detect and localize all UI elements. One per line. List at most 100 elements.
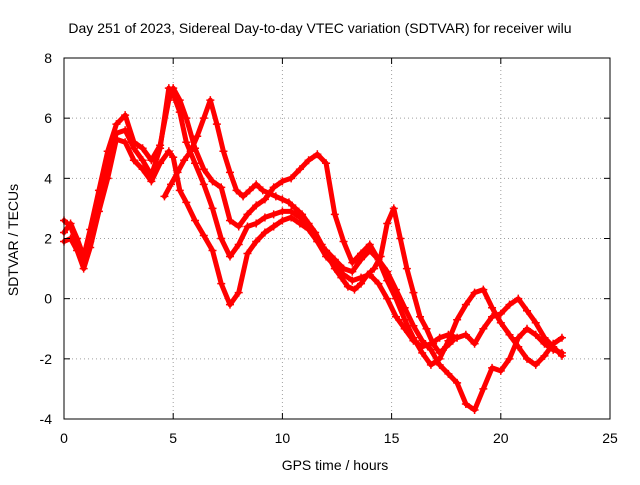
x-tick-label: 15	[384, 430, 400, 446]
data-point	[461, 300, 470, 309]
data-point	[479, 384, 488, 393]
data-point	[160, 192, 169, 201]
data-point	[208, 177, 217, 186]
data-point	[138, 156, 147, 165]
data-point	[278, 177, 287, 186]
data-point	[348, 258, 357, 267]
data-point	[337, 273, 346, 282]
series-line	[61, 85, 565, 413]
data-point	[129, 156, 138, 165]
data-point	[169, 84, 178, 93]
data-point	[271, 192, 280, 201]
data-point	[175, 96, 184, 105]
data-point	[164, 147, 173, 156]
data-point	[269, 222, 278, 231]
x-tick-label: 20	[493, 430, 509, 446]
data-point	[317, 240, 326, 249]
data-point	[549, 339, 558, 348]
data-point	[453, 333, 462, 342]
x-tick-label: 0	[60, 430, 68, 446]
series-1	[60, 135, 566, 360]
data-point	[86, 225, 95, 234]
data-point	[470, 288, 479, 297]
data-point	[121, 111, 130, 120]
y-tick-label: 8	[44, 50, 52, 66]
data-point	[418, 348, 427, 357]
tick-labels: 0 5 10 15 20 25 -4 -2 0 2 4 6 8	[40, 50, 618, 446]
data-point	[363, 270, 372, 279]
ticks	[63, 57, 611, 420]
data-point	[219, 147, 228, 156]
data-point	[234, 288, 243, 297]
data-point	[225, 252, 234, 261]
data-point	[330, 264, 339, 273]
data-point	[287, 174, 296, 183]
data-point	[206, 96, 215, 105]
data-point	[175, 186, 184, 195]
data-point	[422, 324, 431, 333]
data-point	[505, 330, 514, 339]
data-point	[169, 153, 178, 162]
data-point	[514, 294, 523, 303]
data-point	[193, 132, 202, 141]
y-axis-label: SDTVAR / TECUs	[5, 184, 21, 296]
data-point	[121, 138, 130, 147]
data-point	[265, 189, 274, 198]
data-point	[339, 237, 348, 246]
data-point	[182, 114, 191, 123]
x-tick-label: 25	[602, 430, 618, 446]
series-layer	[60, 84, 566, 414]
data-point	[234, 222, 243, 231]
data-point	[409, 333, 418, 342]
data-point	[199, 180, 208, 189]
series-line	[61, 136, 565, 359]
data-point	[260, 195, 269, 204]
data-point	[252, 180, 261, 189]
data-point	[225, 300, 234, 309]
x-tick-label: 10	[275, 430, 291, 446]
data-point	[173, 168, 182, 177]
data-point	[415, 312, 424, 321]
data-point	[295, 165, 304, 174]
data-point	[252, 237, 261, 246]
data-point	[217, 234, 226, 243]
data-point	[426, 360, 435, 369]
data-point	[180, 156, 189, 165]
data-point	[260, 228, 269, 237]
data-point	[234, 240, 243, 249]
data-point	[496, 318, 505, 327]
data-point	[287, 207, 296, 216]
data-point	[505, 300, 514, 309]
data-point	[225, 168, 234, 177]
data-point	[269, 183, 278, 192]
data-point	[479, 324, 488, 333]
data-point	[488, 363, 497, 372]
data-point	[400, 315, 409, 324]
data-point	[217, 183, 226, 192]
y-tick-label: 2	[44, 231, 52, 247]
y-tick-label: -4	[40, 411, 53, 427]
series-4	[160, 96, 457, 357]
data-point	[540, 339, 549, 348]
data-point	[103, 147, 112, 156]
data-point	[418, 336, 427, 345]
data-point	[365, 240, 374, 249]
data-point	[339, 264, 348, 273]
y-tick-label: 6	[44, 110, 52, 126]
data-point	[453, 378, 462, 387]
data-point	[156, 141, 165, 150]
data-point	[79, 252, 88, 261]
data-point	[199, 231, 208, 240]
data-point	[453, 315, 462, 324]
data-point	[298, 210, 307, 219]
data-point	[304, 156, 313, 165]
data-point	[496, 366, 505, 375]
data-point	[389, 204, 398, 213]
data-point	[138, 144, 147, 153]
data-point	[461, 330, 470, 339]
data-point	[245, 186, 254, 195]
data-point	[409, 288, 418, 297]
data-point	[531, 330, 540, 339]
data-point	[243, 222, 252, 231]
